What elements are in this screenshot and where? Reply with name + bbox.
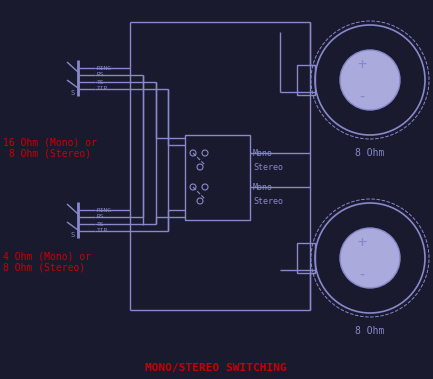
Text: TIP: TIP xyxy=(97,229,108,233)
Text: RING: RING xyxy=(97,207,112,213)
Bar xyxy=(185,135,250,220)
Text: TIP: TIP xyxy=(97,86,108,91)
Circle shape xyxy=(340,228,400,288)
Text: Stereo: Stereo xyxy=(253,163,283,172)
Circle shape xyxy=(190,150,196,156)
Text: S: S xyxy=(71,90,75,96)
Circle shape xyxy=(340,50,400,110)
Text: Stereo: Stereo xyxy=(253,196,283,205)
Circle shape xyxy=(197,198,203,204)
Text: +: + xyxy=(357,56,367,72)
Text: -: - xyxy=(357,89,367,103)
Circle shape xyxy=(197,164,203,170)
Text: 16 Ohm (Mono) or
 8 Ohm (Stereo): 16 Ohm (Mono) or 8 Ohm (Stereo) xyxy=(3,137,97,159)
Text: +: + xyxy=(357,235,367,249)
Text: 8 Ohm: 8 Ohm xyxy=(355,326,385,336)
Text: TS: TS xyxy=(97,80,104,85)
Circle shape xyxy=(202,150,208,156)
Circle shape xyxy=(190,184,196,190)
Text: RING: RING xyxy=(97,66,112,70)
Circle shape xyxy=(202,184,208,190)
Text: Mono: Mono xyxy=(253,149,273,158)
Text: 4 Ohm (Mono) or
8 Ohm (Stereo): 4 Ohm (Mono) or 8 Ohm (Stereo) xyxy=(3,251,91,273)
Text: Mono: Mono xyxy=(253,183,273,191)
Text: RS: RS xyxy=(97,215,104,219)
Bar xyxy=(297,243,315,273)
Bar xyxy=(297,65,315,95)
Text: -: - xyxy=(357,266,367,282)
Text: 8 Ohm: 8 Ohm xyxy=(355,148,385,158)
Text: S: S xyxy=(71,232,75,238)
Text: MONO/STEREO SWITCHING: MONO/STEREO SWITCHING xyxy=(145,363,287,373)
Text: TS: TS xyxy=(97,221,104,227)
Text: RS: RS xyxy=(97,72,104,77)
